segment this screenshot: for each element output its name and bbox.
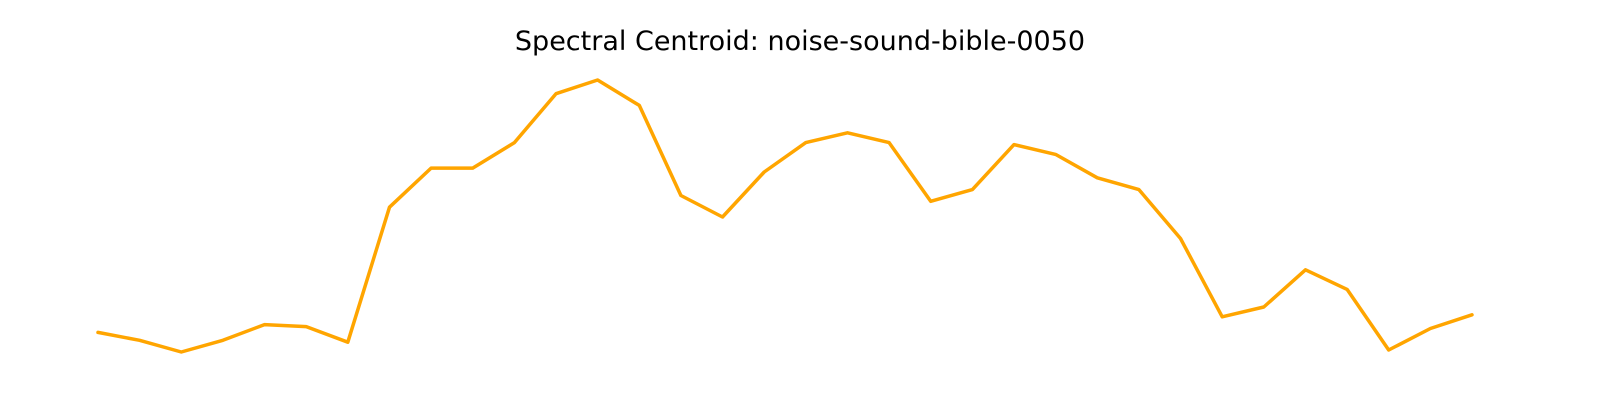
chart-title: Spectral Centroid: noise-sound-bible-005… xyxy=(514,26,1086,57)
series-line-0 xyxy=(96,78,1474,354)
